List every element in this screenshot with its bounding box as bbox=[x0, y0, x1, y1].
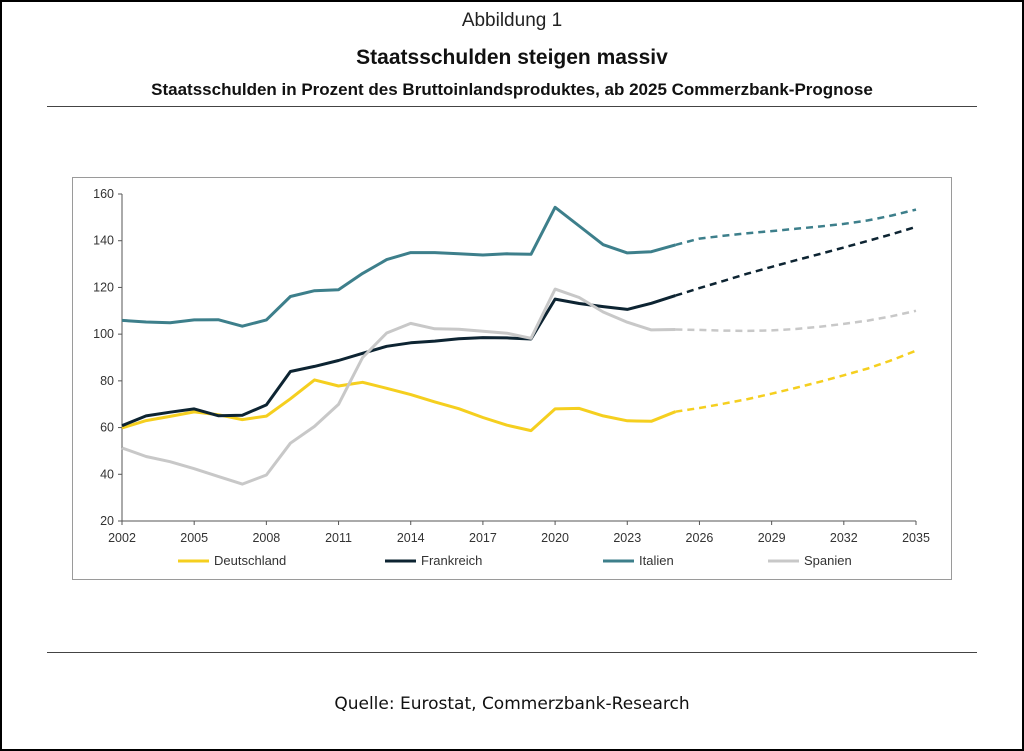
legend-label-frankreich: Frankreich bbox=[421, 553, 482, 568]
x-tick-label: 2023 bbox=[613, 531, 641, 545]
x-tick-label: 2002 bbox=[108, 531, 136, 545]
y-tick-label: 100 bbox=[93, 327, 114, 341]
x-tick-label: 2017 bbox=[469, 531, 497, 545]
chart-area: 20 40 60 80 100 120 140 160 2002 2005 2008 2011 2014… bbox=[72, 177, 952, 580]
y-tick-label: 160 bbox=[93, 187, 114, 201]
series-line-spanien bbox=[121, 287, 676, 486]
line-chart: 20 40 60 80 100 120 140 160 2002 2005 2008 2011 2014… bbox=[93, 187, 930, 568]
y-tick-label: 80 bbox=[100, 374, 114, 388]
series-forecast-spanien bbox=[675, 309, 917, 333]
x-tick-label: 2011 bbox=[325, 531, 352, 545]
series-forecast-deutschland bbox=[675, 349, 917, 413]
bottom-divider bbox=[47, 652, 977, 653]
figure-label: Abbildung 1 bbox=[461, 10, 563, 31]
x-tick-label: 2008 bbox=[252, 531, 280, 545]
x-tick-label: 2020 bbox=[541, 531, 569, 545]
y-tick-label: 140 bbox=[93, 234, 114, 248]
legend-label-spanien: Spanien bbox=[804, 553, 852, 568]
x-tick-label: 2032 bbox=[830, 531, 858, 545]
x-tick-label: 2026 bbox=[686, 531, 714, 545]
y-tick-label: 40 bbox=[100, 467, 114, 481]
y-tick-label: 20 bbox=[100, 514, 114, 528]
x-tick-label: 2029 bbox=[758, 531, 786, 545]
x-tick-label: 2035 bbox=[902, 531, 930, 545]
chart-subtitle: Staatsschulden in Prozent des Bruttoinla… bbox=[151, 80, 873, 99]
series-line-frankreich bbox=[121, 294, 676, 428]
x-tick-label: 2014 bbox=[397, 531, 425, 545]
series-line-deutschland bbox=[121, 378, 676, 433]
series-forecast-frankreich bbox=[675, 225, 917, 297]
series-line-italien bbox=[121, 205, 676, 328]
series-forecast-italien bbox=[675, 208, 917, 247]
chart-title: Staatsschulden steigen massiv bbox=[356, 46, 668, 69]
x-tick-label: 2005 bbox=[180, 531, 208, 545]
y-tick-label: 120 bbox=[93, 280, 114, 294]
legend-label-italien: Italien bbox=[639, 553, 674, 568]
source-note: Quelle: Eurostat, Commerzbank-Research bbox=[334, 694, 690, 714]
y-tick-label: 60 bbox=[100, 421, 114, 435]
legend-label-deutschland: Deutschland bbox=[214, 553, 286, 568]
top-divider bbox=[47, 106, 977, 107]
